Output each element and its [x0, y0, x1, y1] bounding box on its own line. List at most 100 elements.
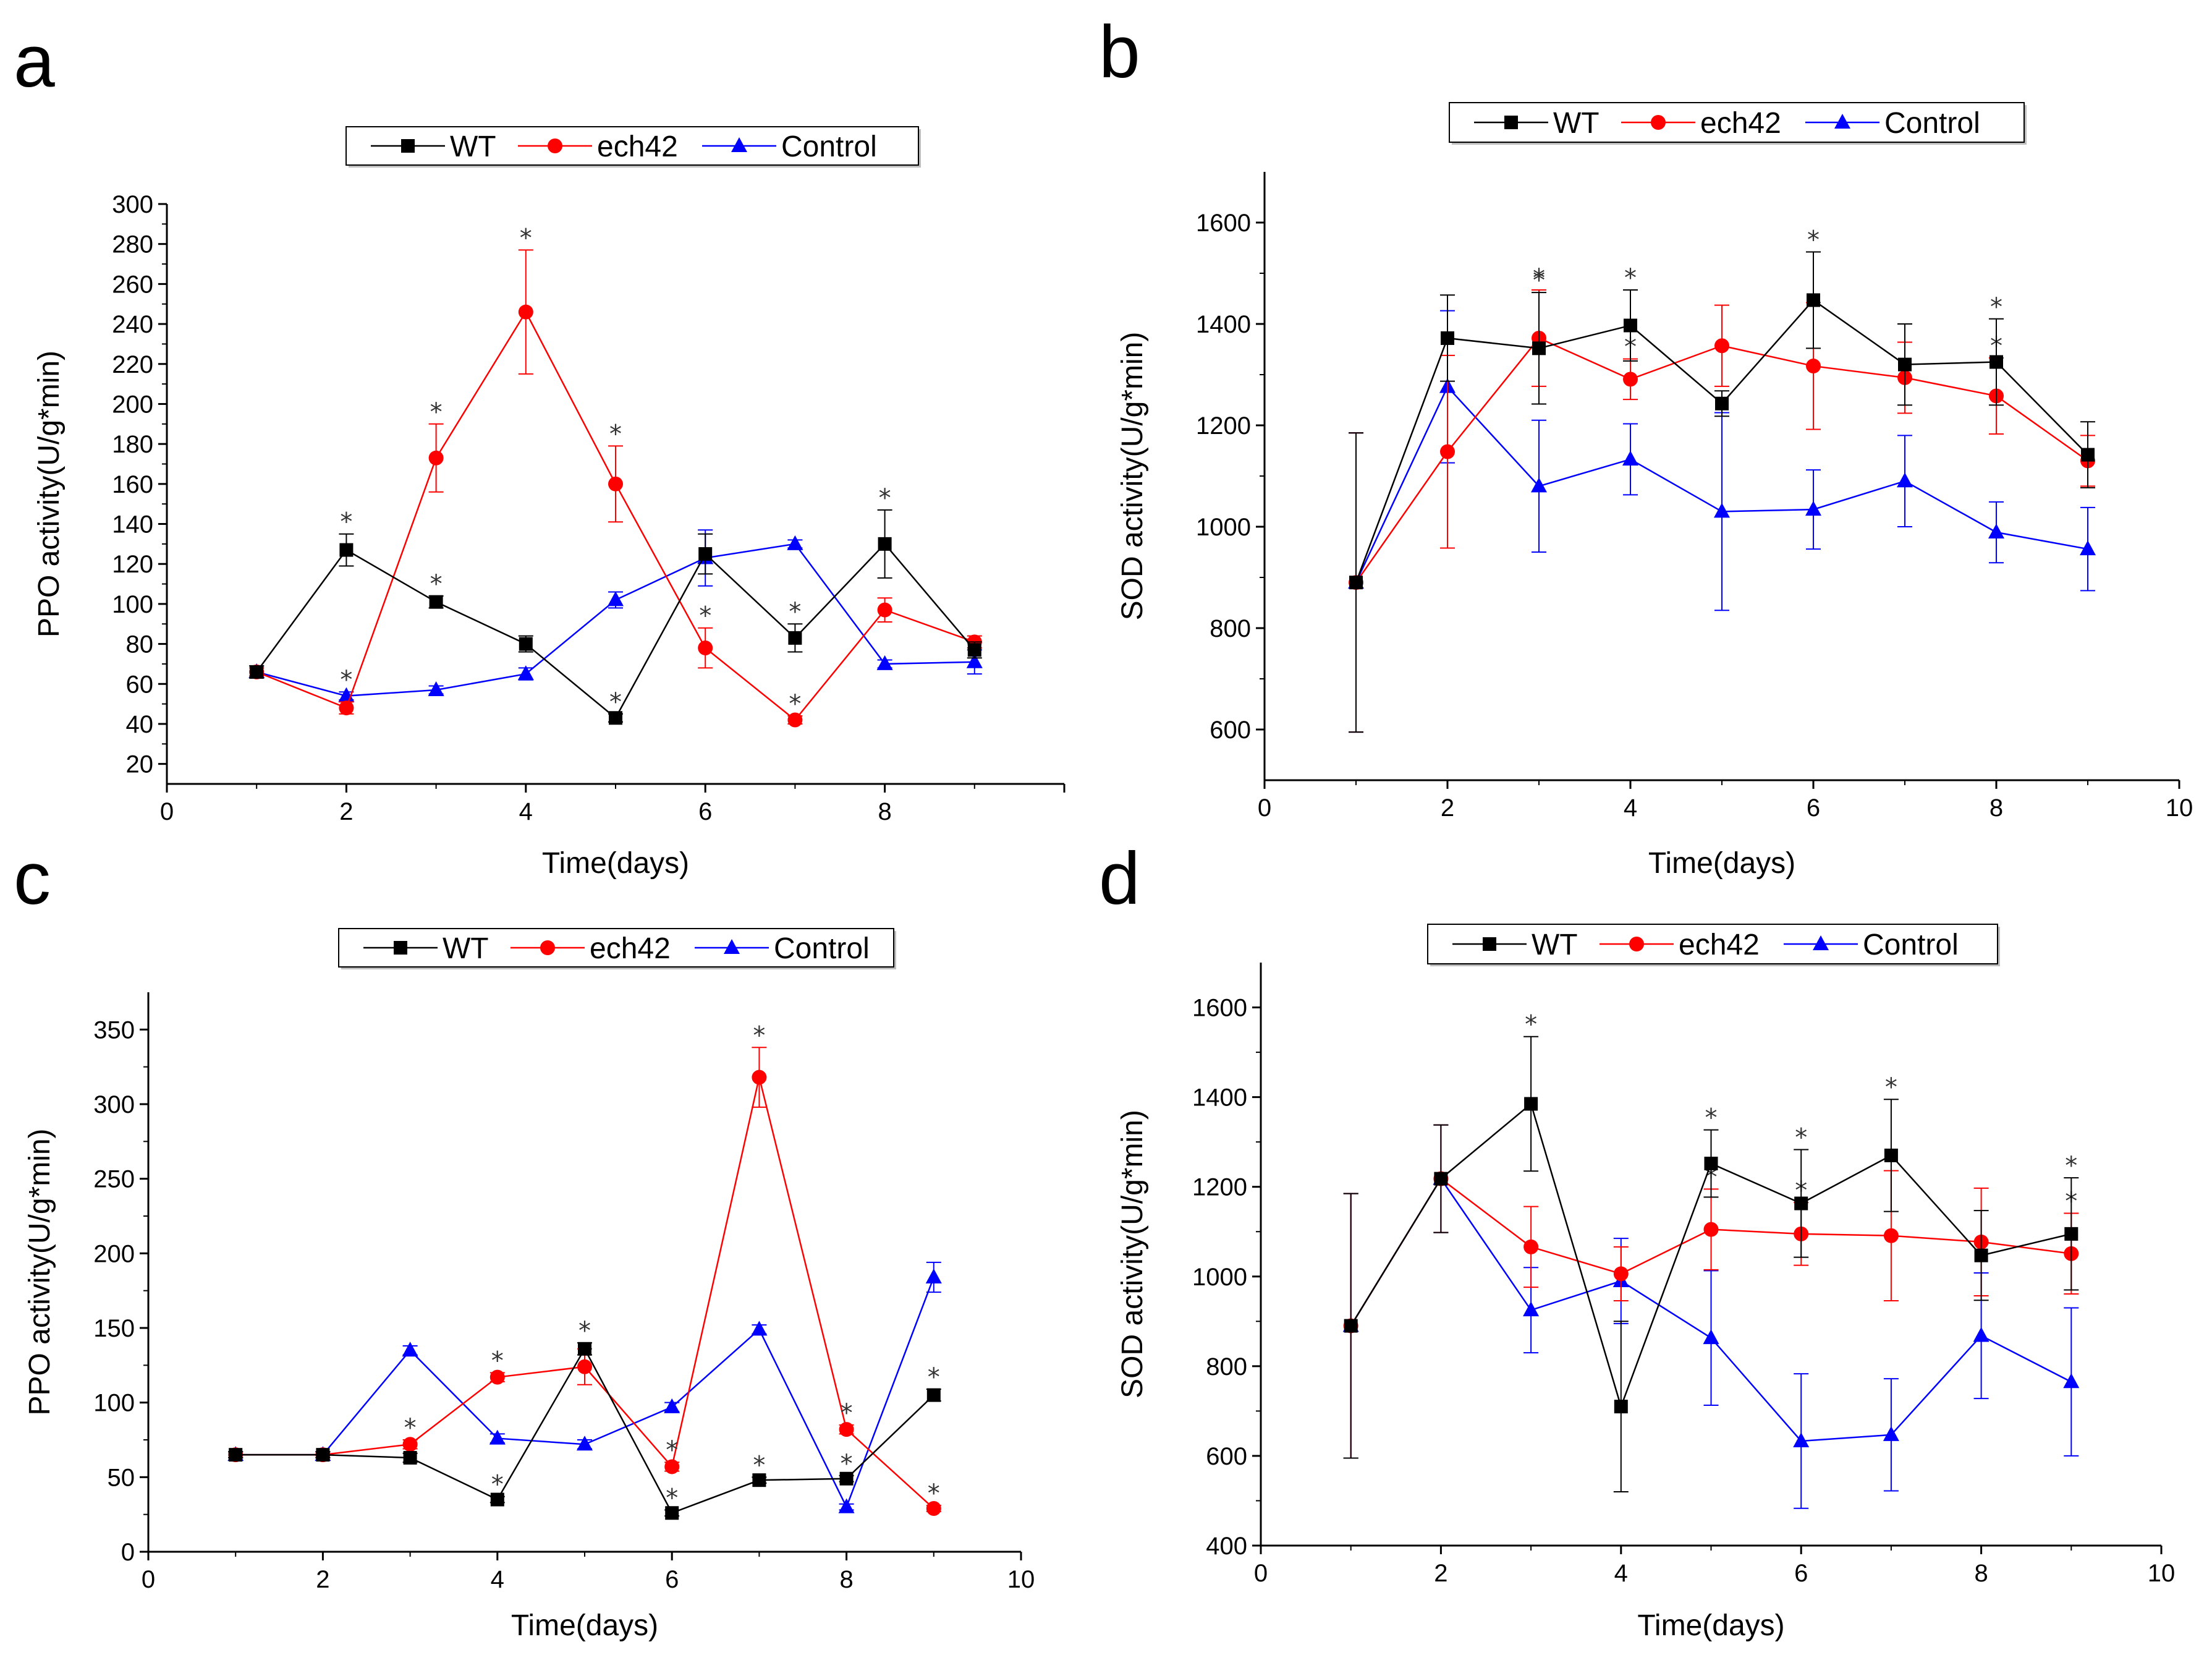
y-tick-label: 200 — [93, 1240, 135, 1267]
data-point — [1524, 1097, 1538, 1111]
x-axis-title: Time(days) — [1648, 847, 1795, 880]
data-point — [1974, 1248, 1988, 1262]
y-axis-title: PPO activity(U/g*min) — [23, 1128, 56, 1415]
data-point — [578, 1342, 591, 1356]
y-axis-title: SOD activity(U/g*min) — [1116, 1110, 1149, 1398]
significance-star: * — [340, 666, 352, 694]
y-tick-label: 0 — [121, 1539, 135, 1566]
significance-star: * — [841, 1450, 853, 1478]
y-tick-label: 200 — [112, 391, 153, 418]
legend-label: WT — [443, 932, 489, 965]
y-tick-label: 50 — [108, 1464, 135, 1491]
legend: WT ech42 Control — [345, 126, 921, 168]
data-point — [1807, 293, 1820, 307]
data-point — [1988, 524, 2004, 539]
data-point — [839, 1422, 854, 1437]
data-point — [1622, 450, 1638, 466]
significance-star: * — [789, 598, 801, 626]
data-point — [1805, 501, 1821, 516]
panel-letter: d — [1099, 837, 1140, 920]
significance-star: * — [666, 1484, 678, 1512]
x-tick-label: 10 — [1007, 1566, 1035, 1593]
x-tick-label: 6 — [665, 1566, 679, 1593]
data-point — [1523, 1301, 1540, 1317]
y-tick-label: 1000 — [1196, 514, 1251, 541]
y-tick-label: 120 — [112, 551, 153, 578]
significance-star: * — [928, 1363, 940, 1392]
y-axis-title: PPO activity(U/g*min) — [33, 351, 66, 637]
data-point — [788, 631, 802, 645]
y-tick-label: 60 — [126, 671, 154, 698]
y-tick-label: 80 — [126, 631, 154, 658]
data-point — [926, 1388, 941, 1402]
data-point — [608, 591, 624, 606]
legend-label: Control — [774, 932, 870, 965]
significance-star: * — [578, 1317, 591, 1345]
y-tick-label: 600 — [1206, 1443, 1247, 1470]
y-tick-label: 300 — [93, 1091, 135, 1118]
data-point — [609, 711, 622, 725]
data-point — [1531, 477, 1547, 493]
data-point — [925, 1268, 942, 1283]
data-point — [1897, 472, 1913, 488]
data-point — [878, 537, 892, 551]
chart-panel-b: b 600 800 1000 1200 1400 1600 0 2 4 6 8 10 Time(days)… — [1099, 11, 2193, 880]
data-point — [787, 712, 803, 728]
data-point — [1714, 503, 1730, 518]
y-tick-label: 1600 — [1192, 995, 1247, 1022]
y-tick-label: 100 — [112, 591, 153, 618]
data-point — [250, 665, 264, 679]
chart-panel-d: d 400 600 800 1000 1200 1400 1600 0 2 4 6 8 10 Time(da… — [1099, 837, 2175, 1642]
significance-star: * — [404, 1414, 417, 1442]
chart-panel-a: a204060801001201401601802002202402602803… — [14, 20, 1066, 880]
legend-marker — [1483, 937, 1496, 951]
series-wt: * * * * * * — [228, 1317, 941, 1520]
data-point — [698, 547, 713, 561]
x-tick-label: 6 — [1794, 1560, 1808, 1587]
legend-label: WT — [1553, 107, 1600, 140]
x-tick-label: 2 — [339, 798, 353, 825]
data-point — [1532, 341, 1546, 355]
data-point — [664, 1459, 680, 1474]
data-point — [2063, 1373, 2080, 1389]
data-point — [229, 1448, 243, 1462]
data-point — [966, 653, 983, 668]
x-tick-label: 0 — [1258, 794, 1271, 822]
data-point — [1614, 1400, 1628, 1414]
y-tick-label: 260 — [112, 271, 153, 298]
data-point — [490, 1492, 504, 1507]
x-tick-label: 2 — [316, 1566, 329, 1593]
data-point — [339, 700, 354, 716]
data-point — [1349, 576, 1363, 590]
y-tick-label: 40 — [126, 711, 154, 738]
x-tick-label: 10 — [2166, 794, 2193, 822]
data-point — [489, 1429, 506, 1445]
legend-marker — [1813, 935, 1829, 950]
significance-star: * — [1990, 293, 2002, 321]
y-tick-label: 600 — [1210, 717, 1251, 744]
legend-label: ech42 — [590, 932, 671, 965]
significance-star: * — [491, 1347, 504, 1375]
significance-star: * — [1795, 1123, 1807, 1152]
data-point — [402, 1342, 418, 1357]
legend: WT ech42 Control — [338, 928, 896, 969]
x-tick-label: 4 — [491, 1566, 504, 1593]
significance-star: * — [491, 1471, 504, 1499]
data-point — [1715, 396, 1729, 411]
significance-star: * — [430, 570, 443, 598]
significance-star: * — [879, 484, 891, 513]
x-axis-title: Time(days) — [542, 847, 689, 880]
data-point — [1883, 1228, 1899, 1243]
significance-star: * — [340, 508, 352, 537]
data-point — [838, 1498, 855, 1513]
legend-marker — [540, 940, 555, 955]
significance-star: * — [2065, 1152, 2077, 1180]
x-tick-label: 8 — [1974, 1560, 1988, 1587]
y-tick-label: 1400 — [1196, 311, 1251, 338]
y-tick-label: 20 — [126, 751, 154, 778]
data-point — [1794, 1196, 1808, 1210]
significance-star: * — [666, 1436, 678, 1465]
y-tick-label: 350 — [93, 1016, 135, 1044]
data-point — [787, 535, 803, 550]
x-tick-label: 0 — [160, 798, 174, 825]
